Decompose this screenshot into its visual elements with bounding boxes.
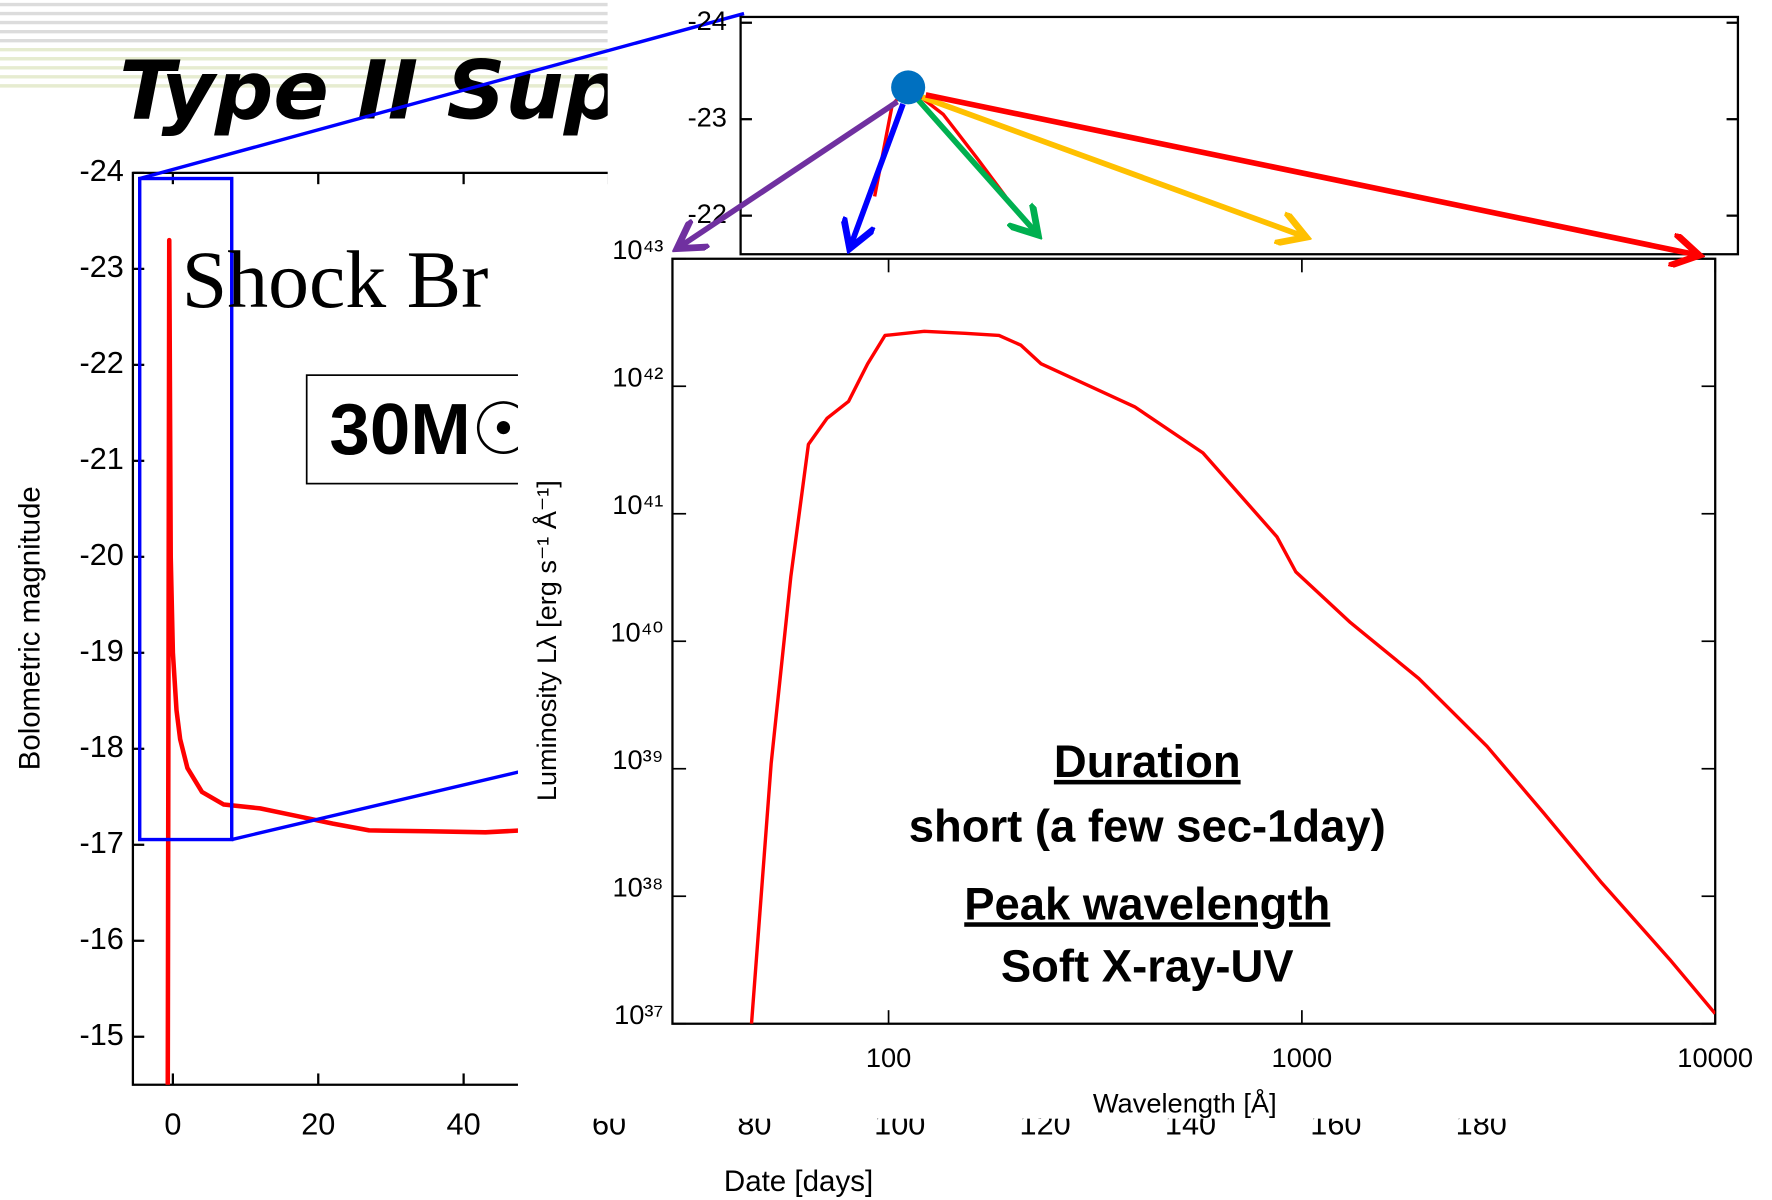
y-tick-label: 10⁴¹	[612, 489, 663, 520]
data-line	[165, 237, 522, 1085]
y-tick-label: 10⁴⁰	[610, 617, 663, 648]
annotation: short (a few sec-1day)	[909, 800, 1386, 851]
annotation: Duration	[1054, 736, 1241, 787]
plot-bg	[671, 257, 1717, 1025]
spectrum-chart: 10³⁷ 10³⁸ 10³⁹ 10⁴⁰ 10⁴¹ 10⁴² 10⁴³ 100 1000 10000…	[531, 234, 1753, 1118]
x-tick-label: 40	[447, 1108, 481, 1142]
zoom-line	[231, 766, 535, 842]
y-tick-label: -15	[79, 1018, 123, 1052]
decoration-stripes	[0, 2, 608, 88]
peak-point	[891, 70, 926, 105]
y-tick-label: -22	[688, 198, 727, 229]
arrows	[677, 92, 1700, 255]
annotation: Soft X-ray-UV	[1001, 941, 1294, 992]
y-tick-label: 10³⁹	[612, 744, 663, 775]
x-tick-label: 100	[866, 1042, 911, 1073]
y-tick-label: -17	[79, 826, 123, 860]
y-tick-label: -22	[79, 346, 123, 380]
x-tick-label: 10000	[1677, 1042, 1753, 1073]
y-axis-title: Bolometric magnitude	[14, 486, 47, 770]
arrow	[850, 102, 906, 249]
y-tick-label: 10⁴³	[612, 234, 663, 265]
zoom-box	[138, 176, 234, 842]
y-tick-label: -23	[79, 250, 123, 284]
arrow	[925, 92, 1700, 255]
x-tick-label: 1000	[1272, 1042, 1333, 1073]
arrow	[921, 94, 1306, 237]
x-tick-label: 0	[164, 1108, 181, 1142]
y-tick-label: -24	[688, 5, 727, 36]
y-tick-label: -18	[79, 730, 123, 764]
y-tick-label: 10⁴²	[612, 362, 663, 393]
annotation: Peak wavelength	[964, 878, 1330, 929]
x-tick-label: 20	[301, 1108, 335, 1142]
x-axis-title: Wavelength [Å]	[1093, 1087, 1277, 1118]
y-tick-label: -20	[79, 538, 123, 572]
annotation: Shock Br	[182, 234, 489, 325]
zoom-line	[139, 11, 745, 181]
y-tick-label: -19	[79, 634, 123, 668]
arrow	[915, 97, 1038, 235]
y-tick-label: -23	[688, 101, 727, 132]
y-tick-label: 10³⁷	[614, 999, 663, 1030]
arrow	[677, 99, 899, 249]
x-axis-title: Date [days]	[724, 1165, 873, 1198]
y-tick-label: -16	[79, 922, 123, 956]
y-tick-label: -24	[79, 154, 123, 188]
plot-area	[749, 329, 1716, 1024]
y-tick-label: -21	[79, 442, 123, 476]
data-line	[749, 329, 1716, 1024]
annotation: 30M☉	[329, 389, 536, 470]
peak-dot	[891, 70, 926, 105]
zoom-chart: -24 -23 -22	[688, 5, 1740, 256]
y-axis-title: Luminosity Lλ [erg s⁻¹ Å⁻¹]	[531, 480, 562, 801]
y-tick-label: 10³⁸	[612, 872, 663, 903]
